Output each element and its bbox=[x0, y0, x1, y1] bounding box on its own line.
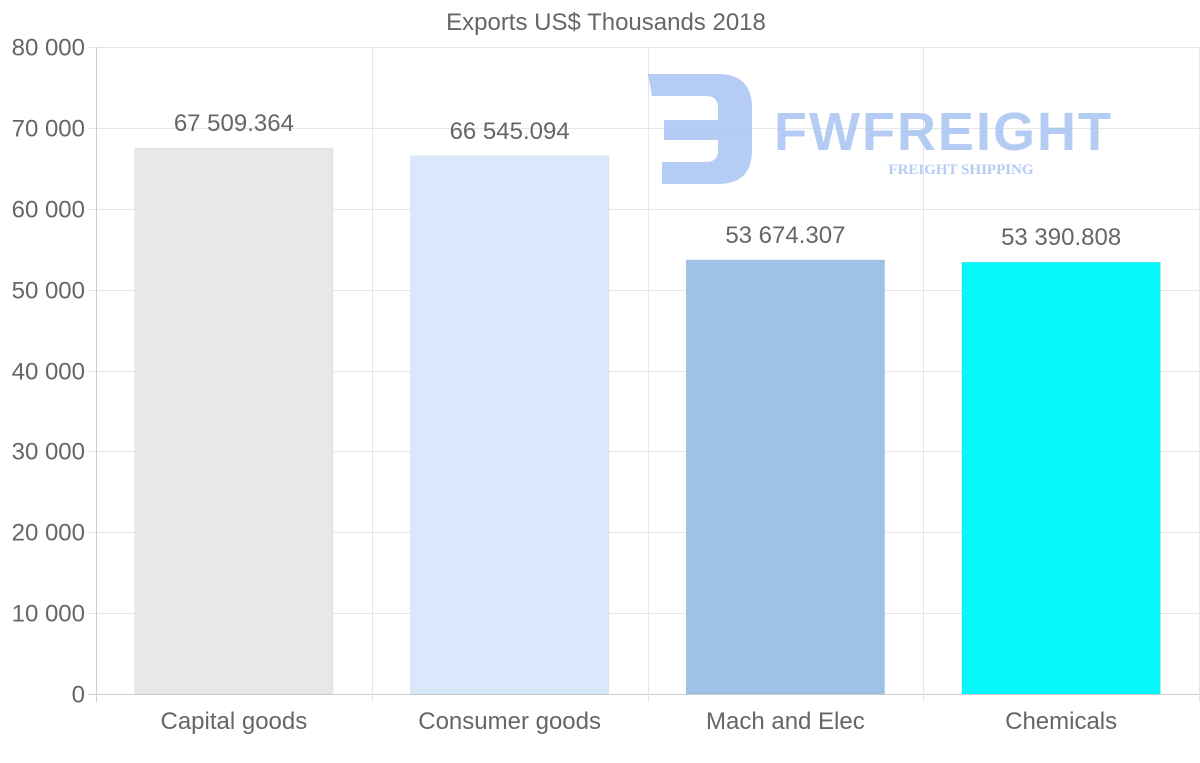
y-tick-label: 50 000 bbox=[12, 278, 85, 305]
y-tick-label: 60 000 bbox=[12, 197, 85, 224]
bar bbox=[961, 261, 1161, 695]
y-tick-label: 80 000 bbox=[12, 35, 85, 62]
axes: 0 10 000 20 000 30 000 40 000 50 000 60 000 70 … bbox=[12, 35, 85, 709]
logo-mark-icon bbox=[648, 74, 752, 184]
bar-value-label: 53 390.808 bbox=[1001, 224, 1121, 251]
bar-value-label: 66 545.094 bbox=[450, 118, 570, 145]
x-tick-label: Chemicals bbox=[1005, 708, 1117, 735]
y-tick-label: 70 000 bbox=[12, 116, 85, 143]
bar bbox=[409, 155, 610, 695]
watermark-tagline: FREIGHT SHIPPING bbox=[888, 162, 1033, 178]
y-tick-label: 40 000 bbox=[12, 359, 85, 386]
y-tick-label: 0 bbox=[72, 682, 85, 709]
y-tick-label: 20 000 bbox=[12, 520, 85, 547]
y-tick-label: 10 000 bbox=[12, 601, 85, 628]
chart-title: Exports US$ Thousands 2018 bbox=[446, 9, 766, 36]
bars-group bbox=[134, 147, 1161, 695]
watermark-logo: FWFREIGHT FREIGHT SHIPPING bbox=[648, 74, 1113, 184]
bar-value-label: 53 674.307 bbox=[725, 222, 845, 249]
bar bbox=[685, 259, 886, 695]
x-tick-label: Consumer goods bbox=[418, 708, 601, 735]
labels-group: 67 509.364 Capital goods 66 545.094 Consume… bbox=[160, 110, 1121, 735]
x-tick-label: Mach and Elec bbox=[706, 708, 865, 735]
x-tick-label: Capital goods bbox=[160, 708, 307, 735]
y-tick-label: 30 000 bbox=[12, 439, 85, 466]
bar bbox=[134, 147, 334, 695]
bar-value-label: 67 509.364 bbox=[174, 110, 294, 137]
watermark-brand: FWFREIGHT bbox=[774, 102, 1113, 162]
